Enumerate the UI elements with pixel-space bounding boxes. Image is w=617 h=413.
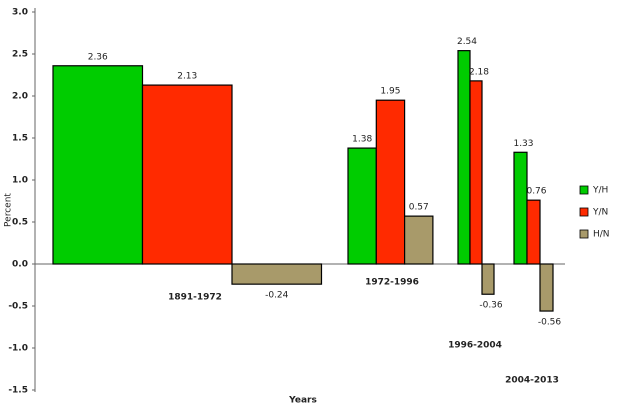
y-tick-label: -0.5 — [8, 302, 28, 312]
value-label: 2.54 — [457, 37, 477, 47]
y-tick-label: 2.5 — [12, 50, 28, 60]
y-tick-label: 1.0 — [12, 176, 28, 186]
bar — [347, 147, 377, 265]
value-label: -0.56 — [538, 318, 562, 328]
legend-label: Y/H — [592, 186, 608, 196]
bar — [231, 263, 323, 285]
bar — [539, 263, 554, 312]
value-label: 1.95 — [380, 87, 400, 97]
value-label: 0.76 — [526, 187, 546, 197]
y-tick-label: 2.0 — [12, 92, 28, 102]
x-tick-label: 1972-1996 — [365, 278, 419, 288]
y-tick-label: 3.0 — [12, 8, 28, 18]
y-tick-label: 1.5 — [12, 134, 28, 144]
bar — [513, 151, 528, 265]
value-label: -0.24 — [265, 291, 289, 301]
value-label: 0.57 — [409, 203, 429, 213]
value-label: 1.38 — [352, 135, 372, 145]
bar — [469, 80, 483, 265]
y-axis-title: Percent — [4, 193, 14, 227]
value-label: 2.36 — [88, 52, 108, 62]
bar — [141, 84, 233, 265]
x-tick-label: 1891-1972 — [168, 293, 222, 303]
legend-label: H/N — [593, 230, 610, 240]
value-label: 1.33 — [513, 139, 533, 149]
legend-swatch — [579, 207, 589, 217]
y-tick-label: -1.0 — [8, 344, 28, 354]
value-label: -0.36 — [479, 301, 503, 311]
bar — [481, 263, 495, 295]
y-tick-label: 0.5 — [12, 218, 28, 228]
y-tick-label: 0.0 — [12, 260, 28, 270]
bar — [52, 65, 144, 265]
legend-swatch — [579, 229, 589, 239]
value-label: 2.13 — [177, 72, 197, 82]
x-tick-label: 2004-2013 — [505, 376, 559, 386]
y-tick-label: -1.5 — [8, 386, 28, 396]
x-axis-title: Years — [288, 396, 317, 406]
bar — [375, 99, 406, 265]
bar — [457, 50, 471, 265]
x-tick-label: 1996-2004 — [448, 341, 502, 351]
legend-label: Y/N — [592, 208, 608, 218]
bar — [526, 199, 541, 265]
bar — [404, 215, 434, 265]
legend-swatch — [579, 185, 589, 195]
value-label: 2.18 — [469, 67, 489, 77]
